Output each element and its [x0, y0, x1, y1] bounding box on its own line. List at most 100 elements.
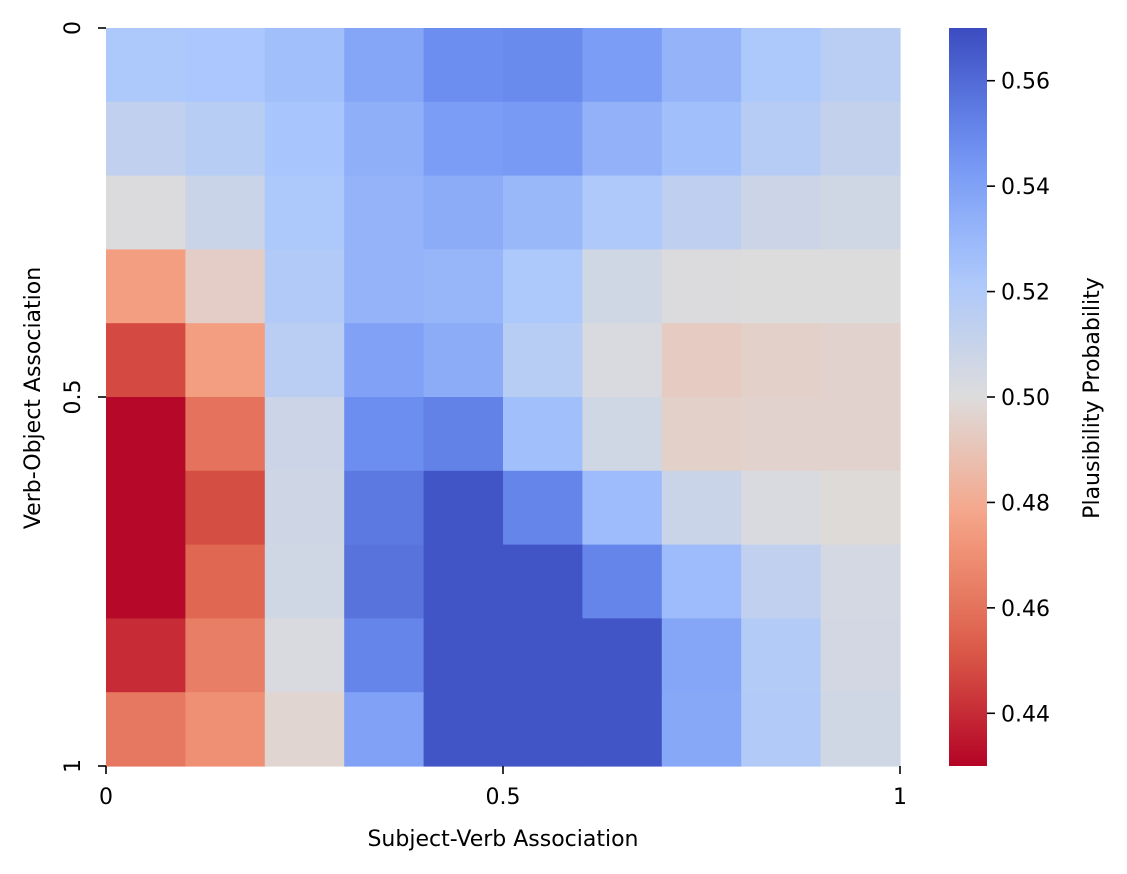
heatmap-cell — [661, 692, 742, 767]
heatmap-cell — [741, 544, 822, 619]
heatmap-cell — [661, 101, 742, 177]
heatmap-cell — [661, 544, 742, 619]
heatmap-cell — [582, 618, 663, 693]
heatmap-cell — [264, 175, 345, 250]
heatmap-cell — [503, 323, 583, 398]
heatmap-cell — [106, 101, 186, 177]
heatmap-cell — [820, 101, 901, 177]
heatmap-cell — [503, 618, 583, 693]
heatmap-cell — [264, 544, 345, 619]
heatmap-cell — [264, 249, 345, 324]
heatmap-cell — [503, 397, 583, 472]
heatmap-cell — [423, 28, 504, 103]
heatmap-cell — [741, 470, 822, 546]
colorbar — [949, 28, 987, 766]
heatmap-cell — [661, 397, 742, 472]
heatmap-cell — [344, 28, 425, 103]
heatmap-cell — [185, 175, 266, 250]
heatmap-cell — [582, 28, 663, 103]
heatmap-cells — [106, 28, 901, 767]
heatmap-cell — [582, 470, 663, 546]
colorbar-tick-label: 0.50 — [1001, 386, 1050, 411]
heatmap-cell — [503, 470, 583, 546]
heatmap-cell — [264, 28, 345, 103]
colorbar-label: Plausibility Probability — [1080, 277, 1105, 519]
heatmap-cell — [820, 249, 901, 324]
heatmap-cell — [661, 249, 742, 324]
heatmap-cell — [820, 28, 901, 103]
heatmap-cell — [264, 692, 345, 767]
heatmap-cell — [741, 323, 822, 398]
heatmap-cell — [741, 397, 822, 472]
colorbar-tick-label: 0.44 — [1001, 702, 1050, 727]
colorbar-tick-label: 0.54 — [1001, 175, 1050, 200]
heatmap-cell — [741, 28, 822, 103]
heatmap-cell — [582, 175, 663, 250]
heatmap-cell — [344, 618, 425, 693]
heatmap-cell — [661, 28, 742, 103]
heatmap-cell — [185, 618, 266, 693]
heatmap-cell — [264, 397, 345, 472]
heatmap-cell — [423, 249, 504, 324]
heatmap-cell — [582, 323, 663, 398]
heatmap-cell — [106, 28, 186, 103]
heatmap-cell — [185, 470, 266, 546]
y-tick-label: 0 — [61, 21, 86, 35]
heatmap-cell — [423, 470, 504, 546]
heatmap-cell — [503, 101, 583, 177]
y-axis-label: Verb-Object Association — [21, 267, 46, 529]
heatmap-cell — [503, 249, 583, 324]
heatmap-cell — [185, 397, 266, 472]
colorbar-tick-label: 0.56 — [1001, 70, 1050, 95]
heatmap-cell — [344, 323, 425, 398]
heatmap-cell — [741, 692, 822, 767]
heatmap-cell — [741, 175, 822, 250]
heatmap-cell — [503, 28, 583, 103]
heatmap-cell — [106, 249, 186, 324]
heatmap-cell — [423, 101, 504, 177]
heatmap-cell — [264, 618, 345, 693]
heatmap-cell — [582, 101, 663, 177]
heatmap-cell — [503, 175, 583, 250]
heatmap-cell — [661, 323, 742, 398]
heatmap-cell — [820, 397, 901, 472]
heatmap-cell — [820, 470, 901, 546]
heatmap-cell — [344, 101, 425, 177]
heatmap-cell — [582, 692, 663, 767]
colorbar-tick-label: 0.48 — [1001, 491, 1050, 516]
heatmap-cell — [423, 692, 504, 767]
heatmap-cell — [344, 470, 425, 546]
heatmap-cell — [106, 397, 186, 472]
heatmap-cell — [820, 323, 901, 398]
heatmap-cell — [185, 323, 266, 398]
heatmap-cell — [820, 692, 901, 767]
heatmap-cell — [106, 692, 186, 767]
heatmap-cell — [503, 544, 583, 619]
y-axis-ticks: 00.51 — [61, 21, 106, 773]
heatmap-cell — [741, 101, 822, 177]
heatmap-cell — [503, 692, 583, 767]
heatmap-cell — [423, 397, 504, 472]
heatmap-cell — [344, 175, 425, 250]
heatmap-cell — [264, 323, 345, 398]
heatmap-cell — [582, 397, 663, 472]
heatmap-cell — [185, 692, 266, 767]
heatmap-cell — [106, 544, 186, 619]
heatmap-cell — [185, 28, 266, 103]
heatmap-cell — [661, 618, 742, 693]
heatmap-cell — [344, 544, 425, 619]
x-axis-label: Subject-Verb Association — [367, 827, 638, 852]
heatmap-cell — [820, 544, 901, 619]
heatmap-cell — [423, 323, 504, 398]
heatmap-cell — [423, 544, 504, 619]
colorbar-tick-label: 0.46 — [1001, 597, 1050, 622]
heatmap-cell — [661, 470, 742, 546]
heatmap-cell — [582, 544, 663, 619]
heatmap-cell — [820, 618, 901, 693]
heatmap-cell — [106, 175, 186, 250]
heatmap-cell — [423, 175, 504, 250]
y-tick-label: 1 — [61, 759, 86, 773]
heatmap-cell — [185, 249, 266, 324]
x-axis-ticks: 0 0.5 1 — [99, 766, 907, 810]
